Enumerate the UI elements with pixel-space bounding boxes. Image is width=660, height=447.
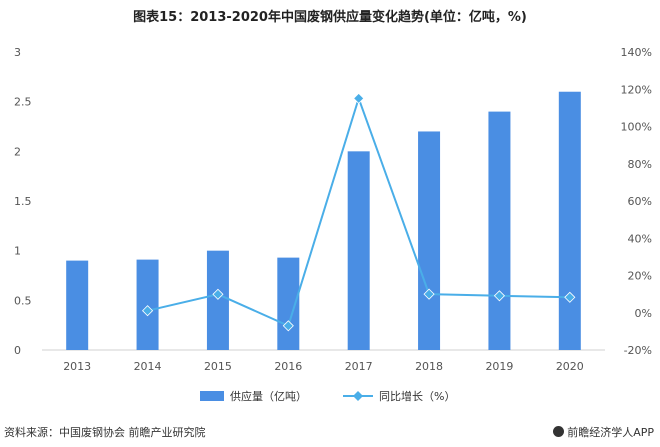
growth-point-2018 — [423, 288, 435, 300]
legend-label-bar: 供应量（亿吨） — [230, 389, 307, 403]
x-axis-tick-label: 2014 — [134, 360, 162, 373]
bar-2014 — [136, 259, 159, 350]
left-axis-tick-label: 1 — [14, 245, 21, 258]
x-axis-tick-label: 2015 — [204, 360, 232, 373]
growth-point-2017 — [353, 92, 365, 104]
growth-point-2015 — [212, 288, 224, 300]
growth-point-2020 — [564, 291, 576, 303]
x-axis-tick-label: 2016 — [274, 360, 302, 373]
legend-swatch-marker — [353, 391, 363, 401]
bar-2018 — [418, 131, 441, 350]
right-axis-tick-label: 100% — [621, 121, 652, 134]
right-axis-tick-label: 40% — [628, 232, 652, 245]
bar-2017 — [347, 151, 370, 350]
right-axis-tick-label: -20% — [624, 344, 652, 357]
brand-logo-icon — [553, 426, 565, 437]
line-layer — [141, 92, 576, 332]
source-note: 资料来源：中国废钢协会 前瞻产业研究院 — [4, 426, 206, 439]
left-axis-tick-label: 1.5 — [14, 195, 32, 208]
growth-point-2019 — [493, 290, 506, 302]
x-axis-tick-label: 2018 — [415, 360, 443, 373]
right-axis-tick-label: 140% — [621, 46, 652, 59]
legend-label-line: 同比增长（%） — [379, 389, 455, 403]
x-axis-tick-label: 2017 — [345, 360, 373, 373]
right-axis-tick-label: 0% — [635, 307, 652, 320]
right-axis-tick-label: 80% — [628, 158, 652, 171]
brand-text: 前瞻经济学人APP — [567, 426, 654, 439]
left-axis-tick-label: 2.5 — [14, 96, 32, 109]
right-axis-tick-label: 60% — [628, 195, 652, 208]
left-axis-tick-label: 2 — [14, 145, 21, 158]
x-axis-tick-label: 2013 — [63, 360, 91, 373]
bar-2016 — [277, 257, 300, 350]
left-axis-tick-label: 0.5 — [14, 294, 32, 307]
x-axis-tick-label: 2019 — [485, 360, 513, 373]
right-axis-tick-label: 120% — [621, 83, 652, 96]
right-axis-tick-label: 20% — [628, 270, 652, 283]
bars-layer — [66, 91, 581, 350]
axes-layer: 0 0.5 1 1.5 2 2.5 3 -20% 0% 20% 40% 60% 80% 100% 120% 1… — [14, 46, 652, 373]
growth-point-2014 — [141, 305, 154, 317]
bar-2019 — [488, 111, 511, 350]
brand-label: 前瞻经济学人APP — [553, 424, 654, 440]
bar-2020 — [558, 91, 581, 350]
left-axis-tick-label: 3 — [14, 46, 21, 59]
legend: 供应量（亿吨） 同比增长（%） — [200, 389, 455, 403]
legend-swatch-bar — [200, 391, 224, 401]
bar-2015 — [206, 250, 229, 350]
growth-point-2016 — [282, 320, 294, 332]
x-axis-tick-label: 2020 — [556, 360, 584, 373]
bar-2013 — [66, 260, 89, 350]
left-axis-tick-label: 0 — [14, 344, 21, 357]
chart-title: 图表15：2013-2020年中国废钢供应量变化趋势(单位：亿吨，%) — [133, 10, 527, 25]
